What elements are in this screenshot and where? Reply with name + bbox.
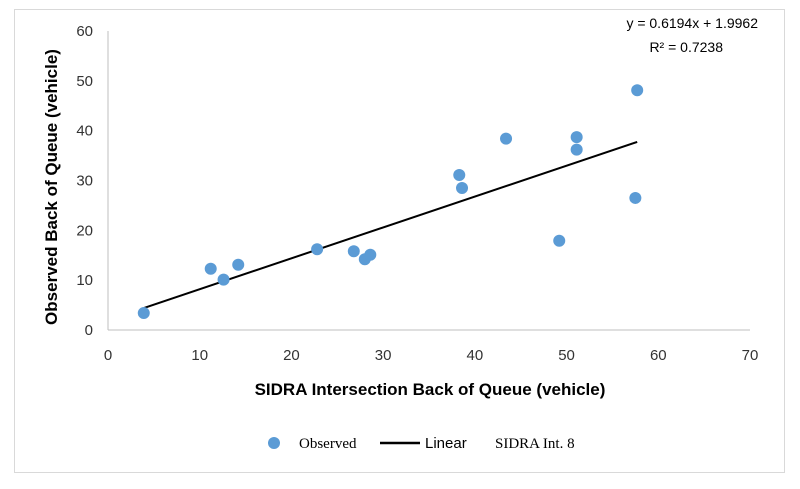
x-tick-label: 70: [742, 347, 759, 364]
x-tick-label: 40: [467, 347, 484, 364]
y-tick-label: 30: [76, 173, 93, 190]
observed-point: [232, 258, 245, 271]
observed-point: [631, 84, 644, 97]
legend-extra-label: SIDRA Int. 8: [495, 436, 575, 452]
x-axis-ticks: 0 10 20 30 40 50 60 70: [104, 347, 759, 364]
observed-point: [217, 273, 230, 286]
y-tick-label: 10: [76, 272, 93, 289]
observed-point: [570, 131, 583, 144]
y-axis-title: Observed Back of Queue (vehicle): [42, 49, 61, 325]
y-axis-ticks: 0 10 20 30 40 50 60: [76, 23, 93, 339]
x-tick-label: 30: [375, 347, 392, 364]
trendline-equation: y = 0.6194x + 1.9962: [626, 15, 758, 31]
legend-linear-label: Linear: [425, 435, 467, 452]
observed-point: [137, 307, 150, 320]
observed-point: [629, 191, 642, 204]
y-tick-label: 0: [85, 322, 93, 339]
observed-point: [456, 181, 469, 194]
x-tick-label: 50: [558, 347, 575, 364]
legend-observed-label: Observed: [299, 436, 357, 452]
legend: Observed Linear SIDRA Int. 8: [268, 435, 575, 452]
observed-point: [364, 248, 377, 261]
y-tick-label: 60: [76, 23, 93, 40]
x-tick-label: 60: [650, 347, 667, 364]
legend-observed-marker: [268, 437, 280, 449]
chart-frame: [14, 9, 785, 473]
x-axis-title: SIDRA Intersection Back of Queue (vehicl…: [255, 380, 606, 399]
observed-points: [137, 84, 644, 320]
r-squared-label: R² = 0.7238: [649, 39, 723, 55]
y-tick-label: 40: [76, 123, 93, 140]
observed-point: [453, 169, 466, 182]
x-tick-label: 0: [104, 347, 112, 364]
observed-point: [570, 143, 583, 156]
y-tick-label: 20: [76, 222, 93, 239]
observed-point: [347, 245, 360, 258]
observed-point: [204, 262, 217, 275]
observed-point: [311, 243, 324, 256]
y-tick-label: 50: [76, 73, 93, 90]
observed-point: [500, 132, 513, 145]
trendline: [143, 141, 638, 309]
x-tick-label: 10: [191, 347, 208, 364]
x-tick-label: 20: [283, 347, 300, 364]
observed-point: [553, 234, 566, 247]
